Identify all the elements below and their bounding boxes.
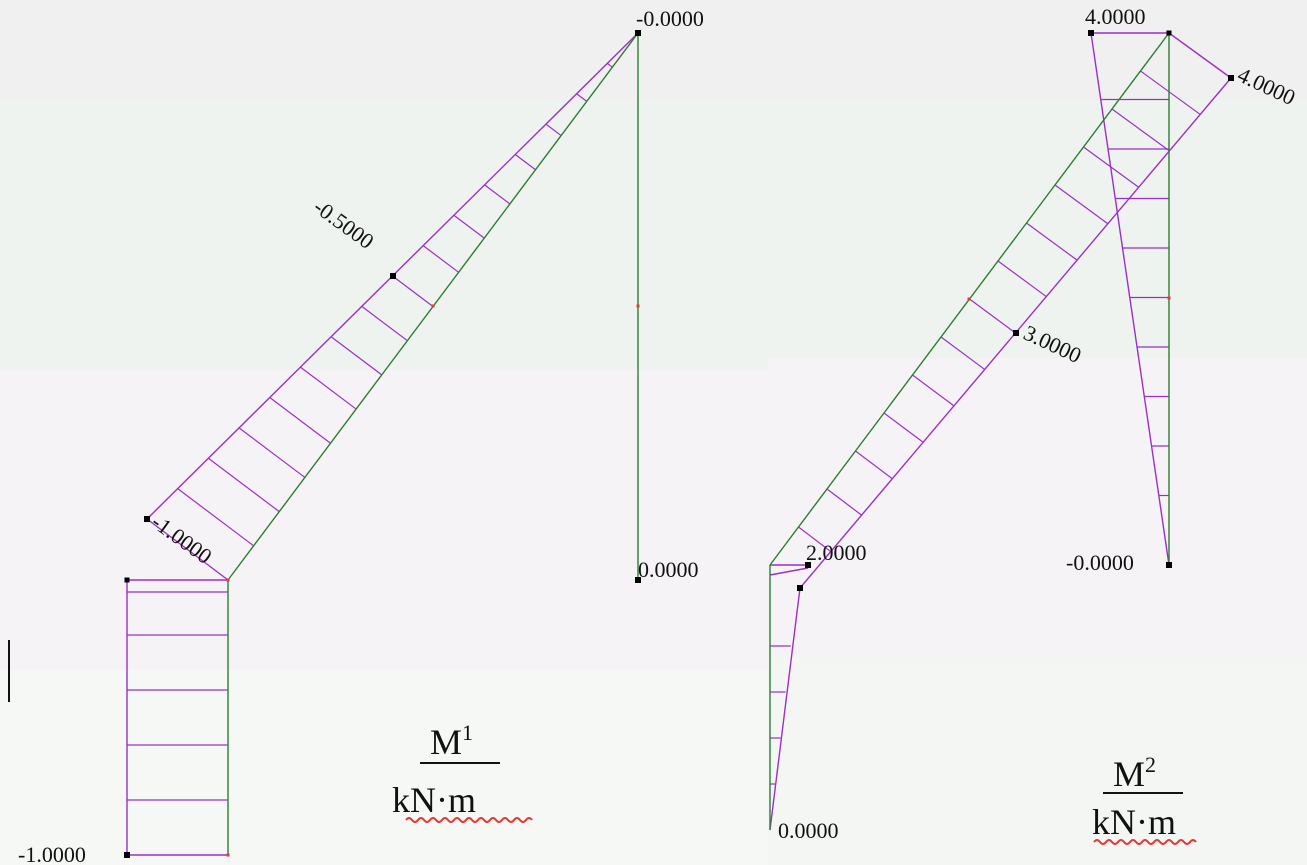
hatch-line — [912, 374, 955, 407]
hatch-line — [576, 93, 588, 102]
hatch-line — [361, 305, 408, 342]
hatch-line — [1140, 70, 1201, 115]
text-cursor — [8, 640, 10, 702]
hatch-line — [606, 62, 613, 68]
hatch-lines — [127, 62, 1201, 801]
node-p2-mid — [1013, 330, 1019, 336]
midpoint-p1-right — [636, 304, 640, 308]
node-p1-bottom-right — [635, 577, 641, 583]
member-lines — [227, 32, 1170, 855]
svg-text:M1: M1 — [430, 720, 473, 762]
node-p2-knee — [805, 562, 811, 568]
label-p2-right-bottom: -0.0000 — [1066, 550, 1134, 575]
hatch-line — [1111, 108, 1170, 152]
caption-m1-symbol: M — [430, 722, 462, 762]
hatch-line — [484, 184, 511, 205]
outline-p2-column-left — [769, 587, 801, 831]
node-p2-top-left — [1088, 30, 1094, 36]
hatch-line — [330, 336, 383, 376]
hatch-line — [1054, 184, 1109, 225]
caption-m1-superscript: 1 — [462, 720, 473, 745]
node-markers — [124, 30, 1234, 858]
outline-lines — [126, 32, 1232, 856]
outline-p2-top-right — [1168, 32, 1232, 79]
label-p2-knee: 2.0000 — [806, 540, 867, 565]
spellcheck-underline-m2 — [1093, 839, 1197, 845]
caption-m2-unit: kN·m — [1092, 802, 1176, 842]
label-p1-bottom-right: 0.0000 — [638, 557, 699, 582]
node-p2-top — [1166, 30, 1172, 36]
label-p1-mid-incline: -0.5000 — [309, 194, 379, 254]
hatch-line — [238, 427, 306, 478]
outline-p1-knee-close — [146, 518, 229, 581]
node-p1-bottom-left — [124, 852, 130, 858]
midpoint-p2-rafter — [967, 297, 971, 301]
node-p2-top-right — [1228, 75, 1234, 81]
outline-p2-column — [1090, 32, 1170, 566]
node-p1-mid — [390, 273, 396, 279]
node-p2-right-bottom — [1166, 562, 1172, 568]
hatch-line — [798, 526, 832, 553]
label-p2-top-left: 4.0000 — [1085, 4, 1146, 29]
node-p1-top — [635, 30, 641, 36]
caption-m1-unit: kN·m — [392, 780, 476, 820]
label-p2-mid: 3.0000 — [1020, 320, 1085, 368]
node-p2-knee-inner — [797, 585, 803, 591]
hatch-line — [422, 245, 459, 273]
label-p1-top-right: -0.0000 — [636, 6, 704, 31]
hatch-line — [826, 488, 862, 516]
hatch-line — [177, 488, 254, 547]
panel-1: -0.0000 -0.5000 -1.0000 0.0000 -1.0000 M… — [18, 6, 704, 865]
hatch-line — [855, 450, 893, 480]
midpoint-p2-column — [1167, 296, 1171, 300]
hatch-line — [208, 457, 280, 513]
hatch-line — [969, 298, 1016, 334]
hatch-line — [392, 275, 434, 307]
midpoint-p1-knee — [226, 578, 230, 582]
panel-2: 4.0000 4.0000 3.0000 2.0000 -0.0000 0.00… — [778, 4, 1299, 845]
label-p1-knee: -1.0000 — [147, 509, 217, 569]
hatch-line — [453, 214, 485, 239]
midpoint-p1-rafter — [431, 304, 435, 308]
node-p1-knee — [144, 516, 150, 522]
hatch-line — [940, 336, 986, 370]
caption-m2: M2 kN·m — [1092, 752, 1197, 845]
hatch-line — [883, 412, 924, 443]
caption-m2-symbol: M — [1113, 754, 1145, 794]
hatch-line — [300, 366, 357, 410]
label-p1-bottom-left: -1.0000 — [18, 842, 86, 865]
hatch-line — [545, 123, 562, 137]
hatch-line — [1026, 222, 1078, 261]
hatch-line — [269, 397, 331, 444]
node-p1-knee-left — [124, 577, 130, 583]
label-p2-top-right: 4.0000 — [1234, 62, 1299, 110]
outline-p2-knee-inner — [769, 567, 809, 576]
caption-m1: M1 kN·m — [392, 720, 533, 823]
hatch-line — [997, 260, 1047, 298]
spellcheck-underline-m1 — [405, 817, 533, 823]
caption-m2-superscript: 2 — [1145, 752, 1156, 777]
svg-text:M2: M2 — [1113, 752, 1156, 794]
label-p2-bottom: 0.0000 — [778, 818, 839, 843]
midpoint-p1-base — [226, 853, 230, 857]
hatch-line — [514, 154, 536, 171]
